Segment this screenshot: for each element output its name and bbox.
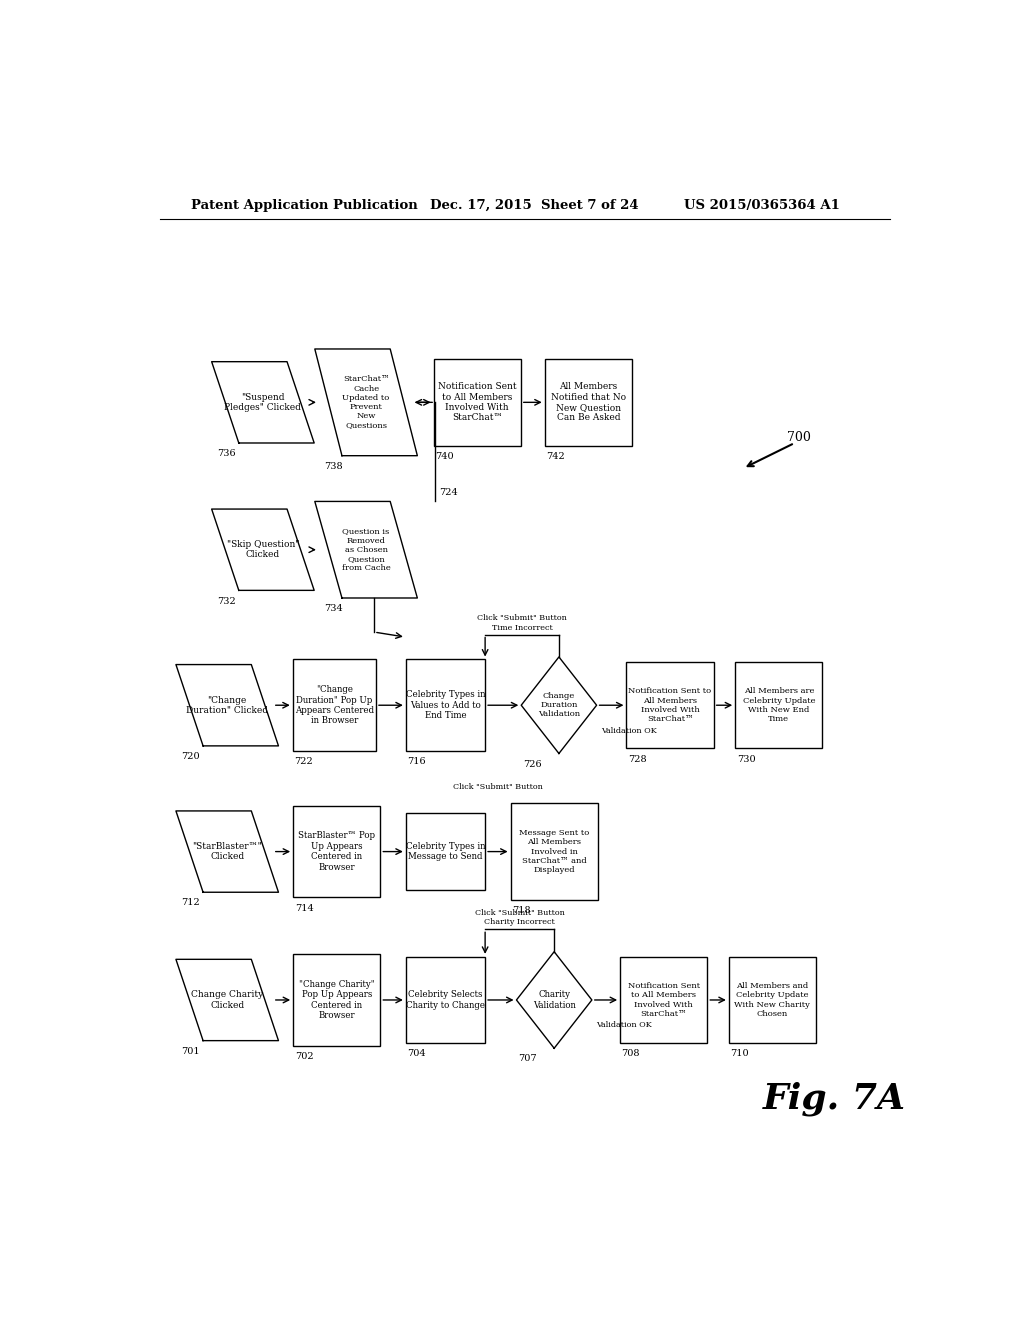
Bar xyxy=(620,957,708,1043)
Text: All Members
Notified that No
New Question
Can Be Asked: All Members Notified that No New Questio… xyxy=(551,383,626,422)
Text: "Change Charity"
Pop Up Appears
Centered in
Browser: "Change Charity" Pop Up Appears Centered… xyxy=(299,979,375,1020)
Text: Notification Sent
to All Members
Involved With
StarChat™: Notification Sent to All Members Involve… xyxy=(438,383,516,422)
Text: 740: 740 xyxy=(435,451,454,461)
Text: "Suspend
Pledges" Clicked: "Suspend Pledges" Clicked xyxy=(224,392,301,412)
Text: 726: 726 xyxy=(523,760,542,768)
Polygon shape xyxy=(521,657,597,754)
Bar xyxy=(406,660,485,751)
Polygon shape xyxy=(516,952,592,1048)
Text: 701: 701 xyxy=(181,1047,201,1056)
Text: 707: 707 xyxy=(518,1055,537,1064)
Text: Change Charity
Clicked: Change Charity Clicked xyxy=(191,990,263,1010)
Bar xyxy=(735,663,822,748)
Text: Validation OK: Validation OK xyxy=(596,1022,651,1030)
Bar xyxy=(406,813,485,890)
Polygon shape xyxy=(176,960,279,1040)
Text: StarChat™
Cache
Updated to
Prevent
New
Questions: StarChat™ Cache Updated to Prevent New Q… xyxy=(342,375,390,429)
Text: "Change
Duration" Pop Up
Appears Centered
in Browser: "Change Duration" Pop Up Appears Centere… xyxy=(295,685,374,725)
Text: 738: 738 xyxy=(325,462,343,471)
Text: Notification Sent
to All Members
Involved With
StarChat™: Notification Sent to All Members Involve… xyxy=(628,982,699,1018)
Text: Click "Submit" Button
Time Incorrect: Click "Submit" Button Time Incorrect xyxy=(477,614,567,631)
Text: 732: 732 xyxy=(217,597,236,606)
Text: 728: 728 xyxy=(628,755,646,764)
Text: StarBlaster™ Pop
Up Appears
Centered in
Browser: StarBlaster™ Pop Up Appears Centered in … xyxy=(298,832,375,871)
Polygon shape xyxy=(176,664,279,746)
Bar xyxy=(729,957,816,1043)
Text: Message Sent to
All Members
Involved in
StarChat™ and
Displayed: Message Sent to All Members Involved in … xyxy=(519,829,589,874)
Text: Question is
Removed
as Chosen
Question
from Cache: Question is Removed as Chosen Question f… xyxy=(342,527,390,572)
Bar xyxy=(627,663,714,748)
Bar xyxy=(511,804,598,900)
Text: Dec. 17, 2015  Sheet 7 of 24: Dec. 17, 2015 Sheet 7 of 24 xyxy=(430,198,638,211)
Polygon shape xyxy=(314,502,418,598)
Bar xyxy=(545,359,632,446)
Polygon shape xyxy=(212,362,314,444)
Text: Celebrity Types in
Message to Send: Celebrity Types in Message to Send xyxy=(406,842,485,861)
Text: All Members are
Celebrity Update
With New End
Time: All Members are Celebrity Update With Ne… xyxy=(742,688,815,723)
Polygon shape xyxy=(314,348,418,455)
Bar xyxy=(433,359,521,446)
Text: Validation OK: Validation OK xyxy=(601,726,656,735)
Text: US 2015/0365364 A1: US 2015/0365364 A1 xyxy=(684,198,840,211)
Bar xyxy=(293,954,380,1045)
Polygon shape xyxy=(212,510,314,590)
Text: 742: 742 xyxy=(546,451,565,461)
Text: Notification Sent to
All Members
Involved With
StarChat™: Notification Sent to All Members Involve… xyxy=(629,688,712,723)
Text: 734: 734 xyxy=(325,605,343,614)
Text: 730: 730 xyxy=(736,755,756,764)
Text: 714: 714 xyxy=(295,903,313,912)
Text: Charity
Validation: Charity Validation xyxy=(532,990,575,1010)
Bar xyxy=(406,957,485,1043)
Text: 702: 702 xyxy=(295,1052,313,1061)
Text: 716: 716 xyxy=(408,758,426,766)
Text: 724: 724 xyxy=(439,488,458,498)
Text: 708: 708 xyxy=(622,1049,640,1059)
Text: Change
Duration
Validation: Change Duration Validation xyxy=(538,692,580,718)
Text: 718: 718 xyxy=(512,906,530,915)
Text: Patent Application Publication: Patent Application Publication xyxy=(191,198,418,211)
Text: All Members and
Celebrity Update
With New Charity
Chosen: All Members and Celebrity Update With Ne… xyxy=(734,982,810,1018)
Bar xyxy=(293,660,376,751)
Text: 704: 704 xyxy=(408,1049,426,1059)
Text: Click "Submit" Button
Charity Incorrect: Click "Submit" Button Charity Incorrect xyxy=(475,909,564,927)
Text: "StarBlaster™"
Clicked: "StarBlaster™" Clicked xyxy=(193,842,262,861)
Text: 722: 722 xyxy=(294,758,313,766)
Text: "Skip Question"
Clicked: "Skip Question" Clicked xyxy=(226,540,299,560)
Text: 712: 712 xyxy=(181,899,201,907)
Bar xyxy=(293,805,380,898)
Text: 710: 710 xyxy=(730,1049,749,1059)
Text: 736: 736 xyxy=(217,449,236,458)
Text: Celebrity Selects
Charity to Change: Celebrity Selects Charity to Change xyxy=(406,990,485,1010)
Polygon shape xyxy=(176,810,279,892)
Text: 720: 720 xyxy=(181,752,201,762)
Text: "Change
Duration" Clicked: "Change Duration" Clicked xyxy=(186,696,268,715)
Text: 700: 700 xyxy=(786,432,811,445)
Text: Fig. 7A: Fig. 7A xyxy=(763,1081,906,1115)
Text: Celebrity Types in
Values to Add to
End Time: Celebrity Types in Values to Add to End … xyxy=(406,690,485,721)
Text: Click "Submit" Button: Click "Submit" Button xyxy=(453,783,543,791)
